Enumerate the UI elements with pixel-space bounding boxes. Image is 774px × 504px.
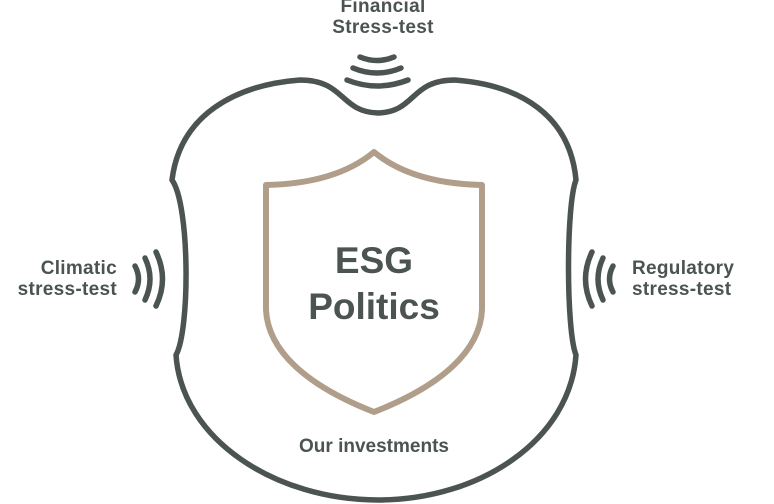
- shield-icon: [263, 149, 485, 415]
- regulatory-label-line2: stress-test: [632, 279, 732, 300]
- our-investments-label: Our investments: [299, 436, 449, 457]
- regulatory-label-line1: Regulatory: [632, 258, 735, 279]
- signal-waves-down-icon: [344, 54, 411, 89]
- regulatory-stress-test-label: Regulatory stress-test: [632, 258, 772, 300]
- center-title-line1: ESG: [334, 240, 414, 281]
- investments-outline: [169, 77, 579, 503]
- signal-waves-right-icon: [132, 249, 166, 309]
- financial-stress-test-label: Financial Stress-test: [287, 0, 479, 38]
- climatic-label-line1: Climatic: [40, 258, 117, 279]
- signal-waves-left-icon: [582, 249, 616, 309]
- center-title-line2: Politics: [308, 286, 440, 327]
- climatic-stress-test-label: Climatic stress-test: [0, 258, 117, 300]
- esg-politics-title: ESG Politics: [274, 238, 474, 330]
- financial-label-line2: Stress-test: [332, 17, 434, 38]
- climatic-label-line2: stress-test: [17, 279, 117, 300]
- financial-label-line1: Financial: [340, 0, 426, 17]
